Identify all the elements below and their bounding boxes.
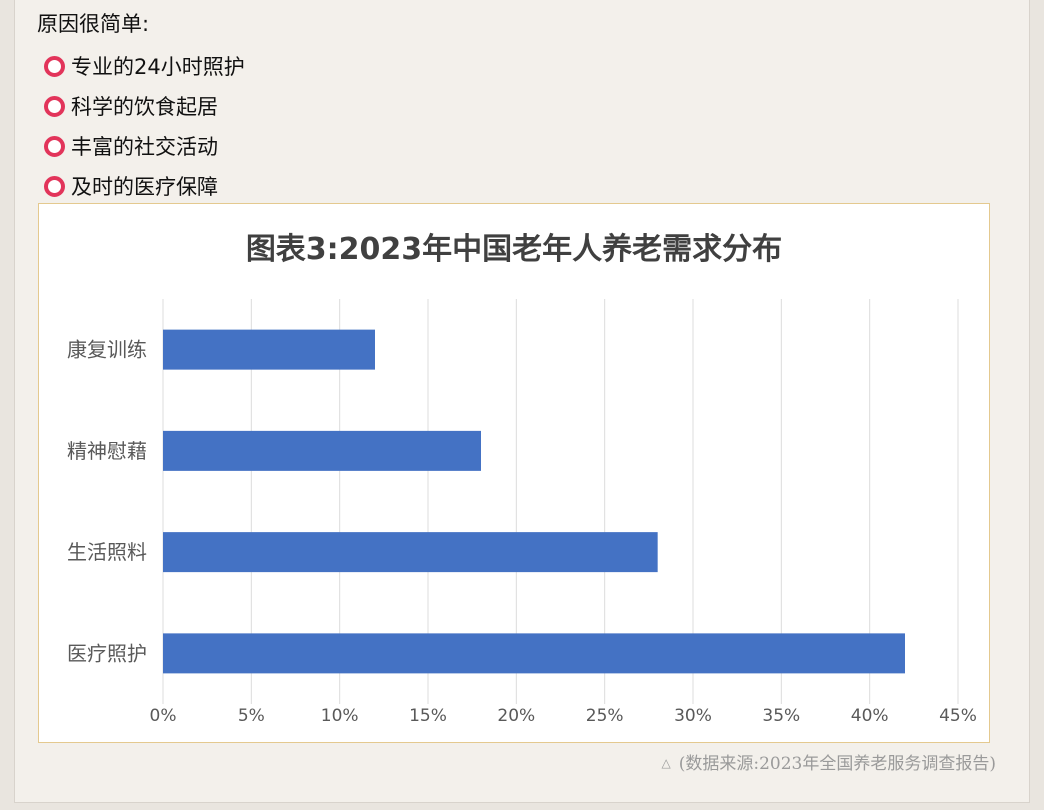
- x-tick-label: 35%: [762, 706, 800, 726]
- circle-bullet-icon: [44, 55, 65, 77]
- list-item: 丰富的社交活动: [44, 126, 245, 166]
- x-tick-label: 0%: [150, 706, 177, 726]
- triangle-icon: △: [661, 756, 671, 770]
- reason-label: 专业的24小时照护: [71, 55, 245, 79]
- reason-label: 丰富的社交活动: [71, 135, 218, 159]
- category-label: 康复训练: [67, 338, 147, 362]
- reason-label: 科学的饮食起居: [71, 95, 218, 119]
- x-tick-label: 25%: [586, 706, 624, 726]
- source-note: △ (数据来源:2023年全国养老服务调查报告): [662, 749, 997, 774]
- intro-text: 原因很简单:: [37, 12, 150, 36]
- chart-title: 图表3:2023年中国老年人养老需求分布: [245, 232, 783, 267]
- circle-bullet-icon: [44, 95, 65, 117]
- x-tick-label: 15%: [409, 706, 447, 726]
- source-text: (数据来源:2023年全国养老服务调查报告): [678, 754, 996, 774]
- x-tick-label: 20%: [497, 706, 535, 726]
- bar: [163, 329, 375, 370]
- circle-bullet-icon: [44, 175, 65, 197]
- x-tick-label: 10%: [321, 706, 359, 726]
- category-label: 医疗照护: [67, 641, 147, 665]
- list-item: 科学的饮食起居: [44, 86, 245, 126]
- bar: [163, 430, 481, 471]
- x-tick-label: 45%: [939, 706, 977, 726]
- x-tick-label: 30%: [674, 706, 712, 726]
- reason-label: 及时的医疗保障: [71, 175, 218, 199]
- reasons-list: 专业的24小时照护 科学的饮食起居 丰富的社交活动 及时的医疗保障: [44, 46, 245, 206]
- list-item: 及时的医疗保障: [44, 166, 245, 206]
- x-tick-label: 5%: [238, 706, 265, 726]
- x-tick-label: 40%: [851, 706, 889, 726]
- bar-chart: 0% 5% 10% 15% 20% 25% 30% 35% 40% 45% 康复训练精神慰藉生活照料…: [67, 299, 977, 726]
- category-label: 生活照料: [67, 540, 147, 564]
- bar: [163, 532, 658, 573]
- circle-bullet-icon: [44, 135, 65, 157]
- list-item: 专业的24小时照护: [44, 46, 245, 86]
- category-label: 精神慰藉: [67, 439, 147, 463]
- bar: [163, 633, 905, 674]
